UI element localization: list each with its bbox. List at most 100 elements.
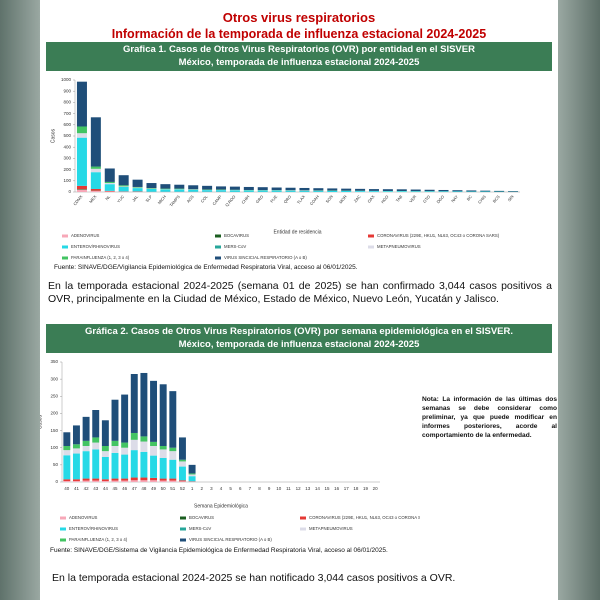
- x-tick-label: YUC: [116, 194, 125, 204]
- bar-segment: [92, 437, 100, 443]
- y-tick-label: 700: [63, 111, 71, 116]
- bar-segment: [121, 447, 129, 455]
- legend-swatch: [368, 245, 374, 249]
- bar-segment: [188, 185, 199, 190]
- chart-header: Grafica 1. Casos de Otros Virus Respirat…: [46, 42, 552, 71]
- bar-segment: [178, 480, 186, 482]
- bar-segment: [111, 399, 119, 441]
- bar-segment: [178, 461, 186, 467]
- bar-segment: [160, 184, 171, 189]
- bar-segment: [382, 189, 393, 191]
- x-tick-label: 49: [151, 486, 157, 491]
- legend-label: ENTEROV/RHINOVIRUS: [69, 526, 118, 531]
- x-tick-label: 47: [132, 486, 138, 491]
- bar-segment: [150, 446, 158, 456]
- bar-segment: [313, 190, 324, 192]
- bar-segment: [104, 181, 115, 184]
- bar-segment: [92, 478, 100, 481]
- bar-segment: [327, 190, 338, 192]
- x-tick-label: 48: [141, 486, 147, 491]
- bar-segment: [92, 480, 100, 482]
- bar-segment: [466, 190, 477, 192]
- bar-segment: [104, 168, 115, 182]
- bar-segment: [285, 187, 296, 191]
- bar-segment: [178, 459, 186, 462]
- y-tick-label: 1000: [61, 77, 72, 82]
- bar-segment: [130, 439, 138, 451]
- bar-segment: [90, 190, 101, 192]
- bar-segment: [424, 191, 435, 192]
- bar-segment: [299, 187, 310, 191]
- bar-segment: [90, 172, 101, 189]
- bar-segment: [104, 190, 115, 192]
- bar-segment: [159, 480, 167, 482]
- bar-segment: [271, 187, 282, 191]
- bar-segment: [90, 168, 101, 173]
- x-tick-label: 6: [239, 486, 242, 491]
- bar-segment: [188, 476, 196, 482]
- y-tick-label: 0: [55, 479, 58, 484]
- bar-segment: [368, 189, 379, 191]
- bar-segment: [101, 451, 109, 457]
- bar-segment: [150, 480, 158, 482]
- bar-segment: [382, 191, 393, 192]
- bar-segment: [159, 449, 167, 458]
- bar-segment: [174, 189, 185, 192]
- bar-segment: [150, 477, 158, 481]
- bar-segment: [243, 186, 254, 190]
- bar-segment: [202, 190, 213, 192]
- x-tick-label: AGS: [186, 194, 195, 204]
- bar-segment: [132, 186, 143, 188]
- bar-segment: [424, 189, 435, 192]
- bar-segment: [72, 425, 80, 445]
- bar-segment: [130, 374, 138, 433]
- bar-segment: [82, 446, 90, 452]
- legend-label: MERS-CoV: [224, 244, 246, 249]
- bar-segment: [63, 455, 71, 480]
- bar-segment: [159, 446, 167, 450]
- bar-segment: [104, 184, 115, 191]
- bar-segment: [72, 479, 80, 481]
- bar-segment: [327, 188, 338, 191]
- x-axis-label: Entidad de residencia: [273, 229, 321, 235]
- bar-segment: [341, 188, 352, 191]
- x-tick-label: 5: [229, 486, 232, 491]
- legend-label: ADENOVIRUS: [69, 515, 98, 520]
- x-tick-label: CDMX: [72, 194, 84, 206]
- y-tick-label: 800: [63, 100, 71, 105]
- bar-segment: [132, 187, 143, 189]
- x-tick-label: VER: [408, 194, 417, 204]
- x-tick-label: 50: [161, 486, 167, 491]
- bar-segment: [368, 191, 379, 192]
- y-tick-label: 900: [63, 88, 71, 93]
- bar-segment: [132, 188, 143, 192]
- bar-segment: [82, 451, 90, 479]
- bar-segment: [140, 480, 148, 482]
- bar-segment: [72, 453, 80, 480]
- x-tick-label: 44: [103, 486, 109, 491]
- bar-segment: [160, 188, 171, 190]
- bar-segment: [101, 480, 109, 482]
- bar-segment: [76, 133, 87, 138]
- bar-segment: [101, 420, 109, 446]
- bar-segment: [169, 451, 177, 460]
- bar-segment: [229, 186, 240, 190]
- bar-segment: [169, 459, 177, 479]
- x-tick-label: HGO: [380, 194, 390, 204]
- bar-segment: [169, 447, 177, 452]
- note: Nota: La información de las últimas dos …: [422, 396, 557, 439]
- bar-segment: [178, 481, 186, 482]
- legend-label: ADENOVIRUS: [71, 233, 100, 238]
- x-tick-label: 51: [170, 486, 176, 491]
- bar-segment: [285, 190, 296, 192]
- x-tick-label: 15: [324, 486, 330, 491]
- bar-segment: [111, 446, 119, 453]
- bar-segment: [140, 477, 148, 481]
- bar-segment: [494, 190, 505, 192]
- bar-segment: [229, 190, 240, 192]
- x-tick-label: BC: [466, 194, 473, 202]
- x-tick-label: 19: [363, 486, 369, 491]
- bar-segment: [159, 478, 167, 481]
- bar-segment: [160, 189, 171, 192]
